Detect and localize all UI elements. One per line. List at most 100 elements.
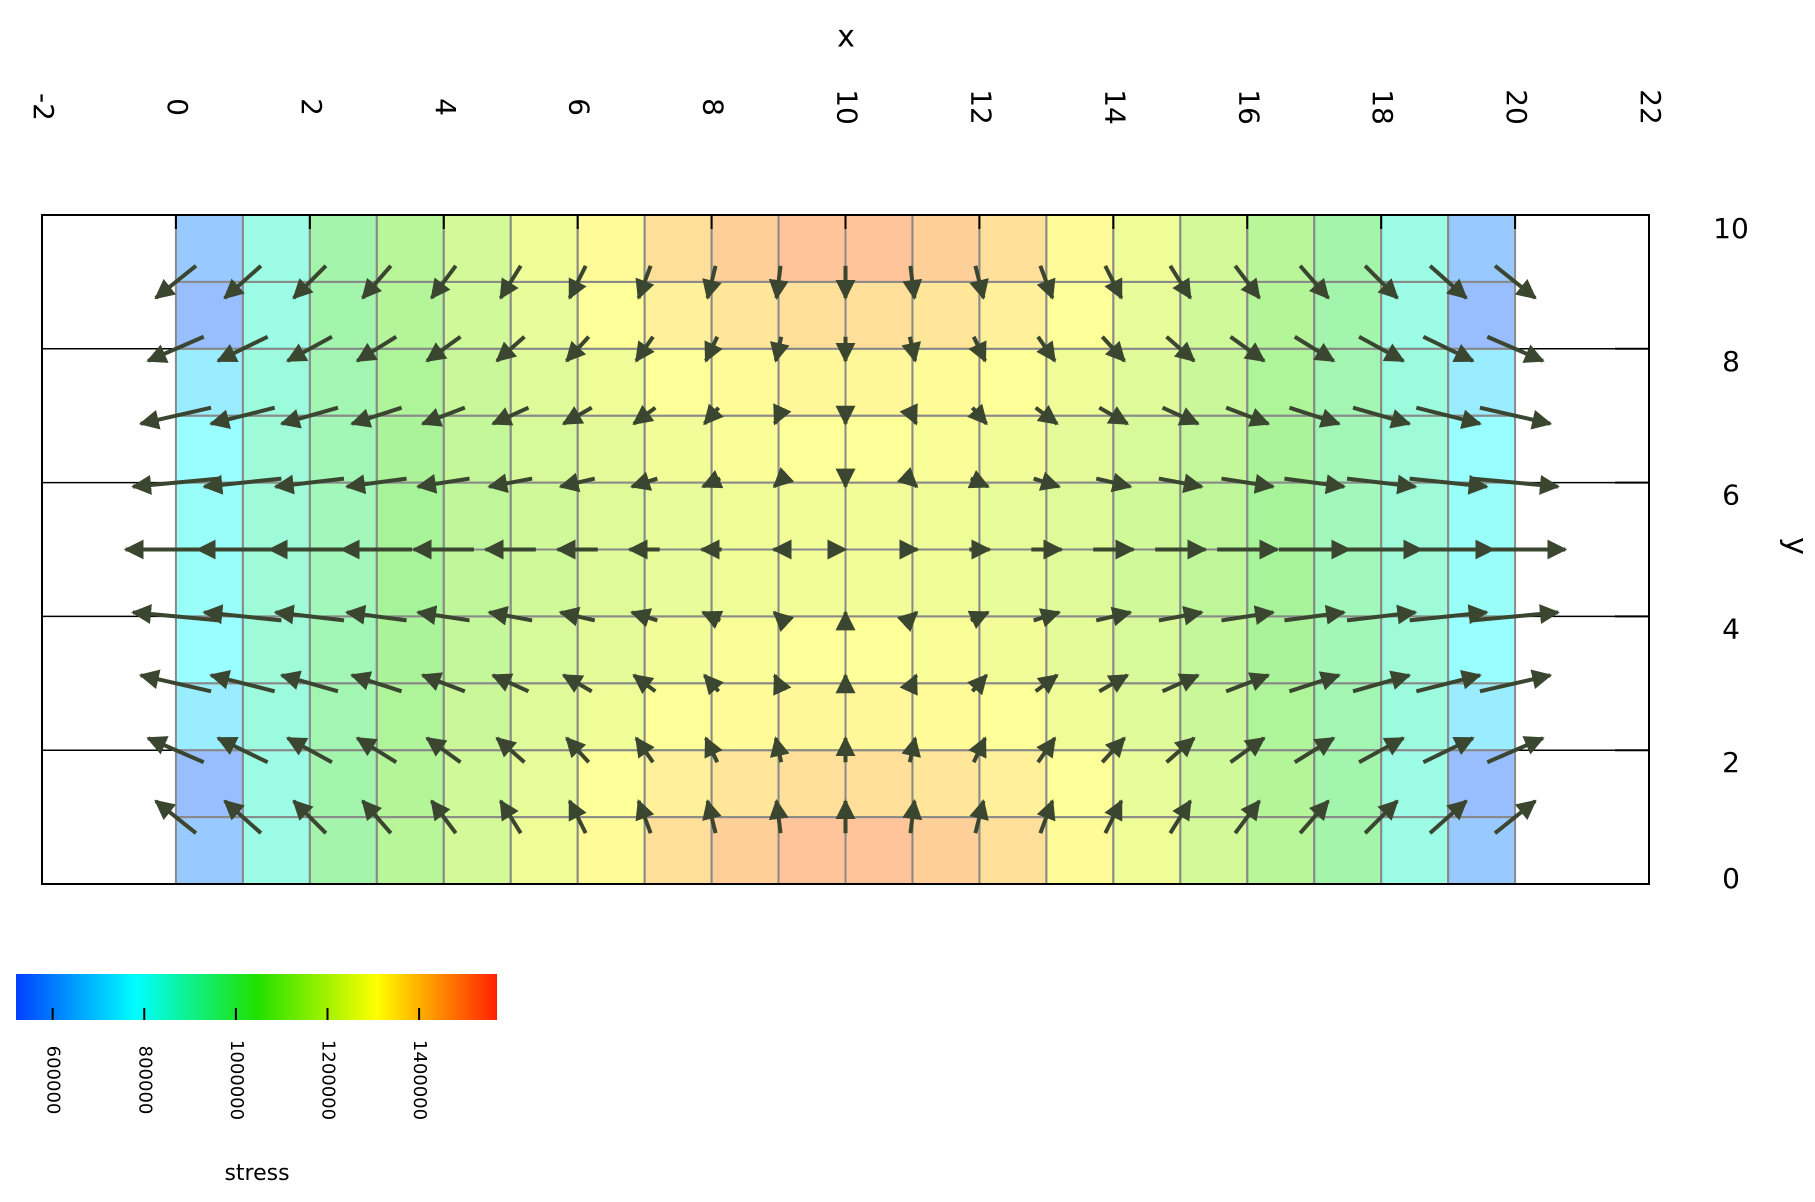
stress-vector bbox=[1034, 673, 1059, 695]
x-tick-label: -2 bbox=[27, 93, 60, 121]
stress-cell bbox=[442, 749, 512, 819]
x-tick-label: 10 bbox=[831, 89, 864, 125]
stress-cell bbox=[777, 548, 847, 618]
stress-vector bbox=[1415, 669, 1482, 694]
stress-cell bbox=[643, 414, 713, 484]
stress-vector bbox=[567, 264, 588, 300]
x-tick-label: 12 bbox=[964, 89, 997, 125]
x-tick-label: 8 bbox=[697, 98, 730, 116]
stress-cell bbox=[1045, 347, 1115, 417]
stress-vector bbox=[702, 799, 722, 834]
stress-cell bbox=[978, 749, 1048, 819]
stress-vector bbox=[770, 736, 790, 763]
stress-vector bbox=[1036, 265, 1056, 300]
stress-vector bbox=[292, 264, 328, 300]
stress-cell bbox=[844, 414, 914, 484]
stress-vector bbox=[561, 405, 593, 426]
stress-cell bbox=[174, 615, 244, 685]
stress-vector bbox=[632, 673, 657, 695]
stress-vector bbox=[279, 670, 339, 694]
colorbar-tick-label: 1200000 bbox=[318, 1040, 339, 1120]
stress-cell bbox=[978, 816, 1048, 885]
stress-cell bbox=[777, 280, 847, 350]
stress-cell bbox=[710, 548, 780, 618]
stress-vector bbox=[498, 799, 523, 835]
stress-cell bbox=[1112, 548, 1182, 618]
stress-cell bbox=[576, 414, 646, 484]
stress-vector bbox=[146, 736, 205, 765]
stress-vector bbox=[1409, 604, 1489, 625]
stress-cell bbox=[844, 615, 914, 685]
stress-cell bbox=[911, 414, 981, 484]
stress-cell bbox=[710, 682, 780, 752]
stress-cell bbox=[911, 214, 981, 283]
stress-cell bbox=[710, 347, 780, 417]
stress-vector bbox=[969, 265, 989, 300]
stress-cell bbox=[1045, 615, 1115, 685]
stress-cell bbox=[576, 214, 646, 283]
stress-cell bbox=[777, 816, 847, 885]
stress-vector bbox=[361, 799, 393, 835]
stress-cell bbox=[308, 615, 378, 685]
stress-cell bbox=[1045, 481, 1115, 551]
stress-vector bbox=[209, 669, 276, 694]
stress-cell bbox=[911, 280, 981, 350]
stress-cell bbox=[1045, 816, 1115, 885]
stress-cell bbox=[308, 682, 378, 752]
stress-cell bbox=[1313, 548, 1383, 618]
stress-cell bbox=[1112, 414, 1182, 484]
stress-cell bbox=[509, 548, 579, 618]
stress-vector bbox=[1358, 736, 1406, 764]
stress-vector bbox=[702, 265, 722, 300]
stress-vector bbox=[1100, 736, 1126, 764]
stress-vector bbox=[1225, 405, 1271, 427]
stress-cell bbox=[1313, 682, 1383, 752]
stress-cell bbox=[710, 481, 780, 551]
stress-vector bbox=[285, 736, 333, 764]
stress-vector bbox=[202, 604, 282, 625]
stress-vector bbox=[345, 604, 407, 625]
stress-vector bbox=[1479, 669, 1553, 694]
colorbar-label: stress bbox=[224, 1161, 289, 1186]
stress-vector bbox=[1165, 736, 1196, 764]
stress-vector bbox=[430, 264, 458, 300]
stress-vector bbox=[1284, 604, 1346, 625]
stress-cell bbox=[1313, 615, 1383, 685]
stress-cell bbox=[1447, 548, 1517, 618]
stress-vector bbox=[1298, 264, 1330, 300]
stress-cell bbox=[174, 414, 244, 484]
y-tick-label: 6 bbox=[1722, 479, 1740, 512]
stress-vector bbox=[1486, 736, 1545, 765]
stress-vector bbox=[1168, 799, 1193, 835]
y-tick-label: 4 bbox=[1722, 612, 1740, 645]
stress-cell bbox=[911, 816, 981, 885]
stress-cell bbox=[1380, 548, 1450, 618]
stress-vector bbox=[703, 673, 724, 696]
stress-cell bbox=[442, 615, 512, 685]
stress-cell bbox=[1380, 615, 1450, 685]
stress-vector bbox=[1229, 335, 1266, 363]
stress-vector bbox=[967, 610, 990, 630]
stress-cell bbox=[576, 548, 646, 618]
stress-vector bbox=[420, 405, 466, 427]
stress-vector bbox=[1472, 604, 1560, 625]
stress-cell bbox=[509, 414, 579, 484]
stress-vector bbox=[768, 799, 789, 834]
stress-cell bbox=[375, 481, 445, 551]
stress-vector bbox=[902, 265, 923, 300]
stress-vector bbox=[1161, 405, 1200, 426]
stress-vector bbox=[768, 265, 789, 300]
stress-vector bbox=[1288, 405, 1341, 428]
stress-vector bbox=[899, 403, 918, 426]
stress-cell bbox=[710, 414, 780, 484]
stress-cell bbox=[710, 615, 780, 685]
stress-cell bbox=[643, 548, 713, 618]
stress-cell bbox=[1246, 615, 1316, 685]
stress-cell bbox=[375, 682, 445, 752]
stress-cell bbox=[1246, 749, 1316, 819]
stress-cell bbox=[375, 548, 445, 618]
stress-cell bbox=[844, 816, 914, 885]
stress-cell bbox=[978, 347, 1048, 417]
stress-cell bbox=[375, 749, 445, 819]
stress-cell bbox=[576, 816, 646, 885]
